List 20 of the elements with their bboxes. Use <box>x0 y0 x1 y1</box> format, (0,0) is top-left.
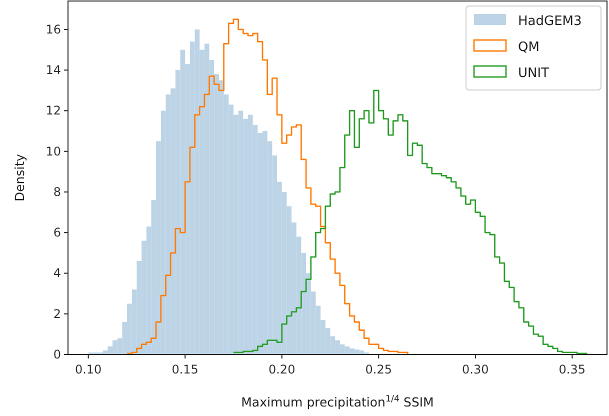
x-tick-label: 0.35 <box>558 362 586 376</box>
y-tick-label: 12 <box>46 104 61 118</box>
y-tick-label: 10 <box>46 144 61 158</box>
y-tick-label: 0 <box>53 348 61 362</box>
legend-label: QM <box>518 40 540 55</box>
legend-label: HadGEM3 <box>518 14 582 29</box>
x-tick-label: 0.20 <box>268 362 296 376</box>
y-axis-title: Density <box>12 153 27 202</box>
x-tick-label: 0.30 <box>462 362 489 376</box>
x-tick-label: 0.10 <box>74 362 102 376</box>
legend-label: UNIT <box>518 66 550 81</box>
y-tick-label: 8 <box>53 184 61 199</box>
y-tick-label: 4 <box>53 266 61 280</box>
x-tick-label: 0.15 <box>172 362 198 376</box>
y-tick-label: 14 <box>46 63 61 78</box>
y-tick-label: 16 <box>46 22 61 36</box>
y-tick-label: 6 <box>53 226 61 240</box>
x-tick-label: 0.25 <box>365 362 392 376</box>
y-tick-label: 2 <box>53 306 61 321</box>
x-axis-title: Maximum precipitation$^{1/4}$ SSIM <box>241 394 434 410</box>
